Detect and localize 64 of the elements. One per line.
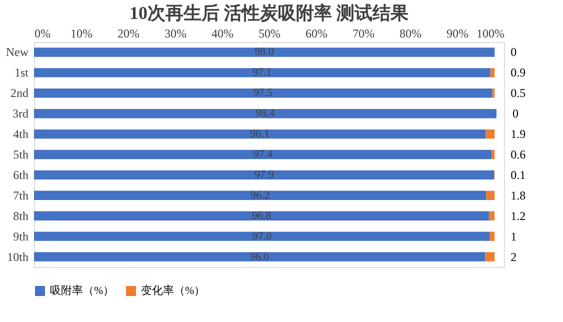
data-label: 1.8 [510,188,526,202]
legend-label: 吸附率（%） [50,284,114,297]
x-tick-label: 90% [446,26,468,40]
y-tick-label: 6th [13,168,28,182]
bar [34,129,486,139]
x-tick-label: 60% [306,26,328,40]
data-label: 0.1 [510,168,526,182]
data-label: 98.0 [254,46,274,58]
y-tick-label: 8th [13,208,28,223]
data-label: 97.5 [254,87,274,100]
x-tick-label: 70% [352,26,374,40]
y-tick-label: 5th [13,148,28,162]
y-tick-label: New [6,45,29,60]
bar [34,232,490,241]
data-label: 2 [510,250,517,264]
x-tick-label: 0% [34,26,50,40]
y-tick-label: 3rd [12,106,28,121]
data-label: 96.2 [250,189,270,202]
y-tick-label: 2nd [10,86,28,100]
x-tick-label: 50% [258,26,280,40]
y-tick-label: 10th [7,250,28,264]
data-label: 97.9 [254,168,274,181]
data-label: 96.8 [252,210,272,222]
x-tick-label: 40% [212,26,234,40]
data-label: 0.9 [510,66,526,80]
bar [34,150,492,160]
data-label: 0 [512,106,518,121]
y-tick-label: 4th [13,127,28,142]
y-tick-label: 7th [13,188,28,202]
data-label: 0.5 [510,86,526,100]
x-tick-label: 80% [400,26,422,40]
bar [34,68,490,78]
legend-label: 变化率（%） [141,284,206,297]
bar [490,232,495,241]
data-label: 1.9 [510,127,526,142]
data-label: 96.0 [250,250,270,263]
data-label: 0.6 [510,148,526,162]
bar [34,211,489,220]
bar [34,108,496,118]
y-tick-label: 1st [14,66,30,80]
bar [488,211,495,220]
data-label: 97.4 [253,148,274,160]
data-label: 97.0 [252,230,272,242]
x-tick-label: 10% [70,26,92,40]
bar [34,88,492,98]
bar [490,68,495,78]
data-label: 97.1 [252,66,272,79]
data-label: 96.1 [250,128,270,140]
bar [486,190,495,200]
chart-title: 10次再生后 活性炭吸附率 测试结果 [130,3,410,23]
bar [34,170,494,180]
bar [485,252,495,262]
bar [34,190,486,200]
bar [486,129,495,139]
data-label: 0 [510,45,517,60]
y-tick-label: 9th [13,229,28,244]
data-label: 1.2 [510,208,526,223]
data-label: 1 [510,229,517,244]
x-tick-label: 100% [476,26,504,40]
x-tick-label: 20% [118,26,140,40]
data-label: 98.4 [256,108,276,120]
x-tick-label: 30% [164,26,186,40]
bar [34,252,486,262]
bar [34,48,495,57]
